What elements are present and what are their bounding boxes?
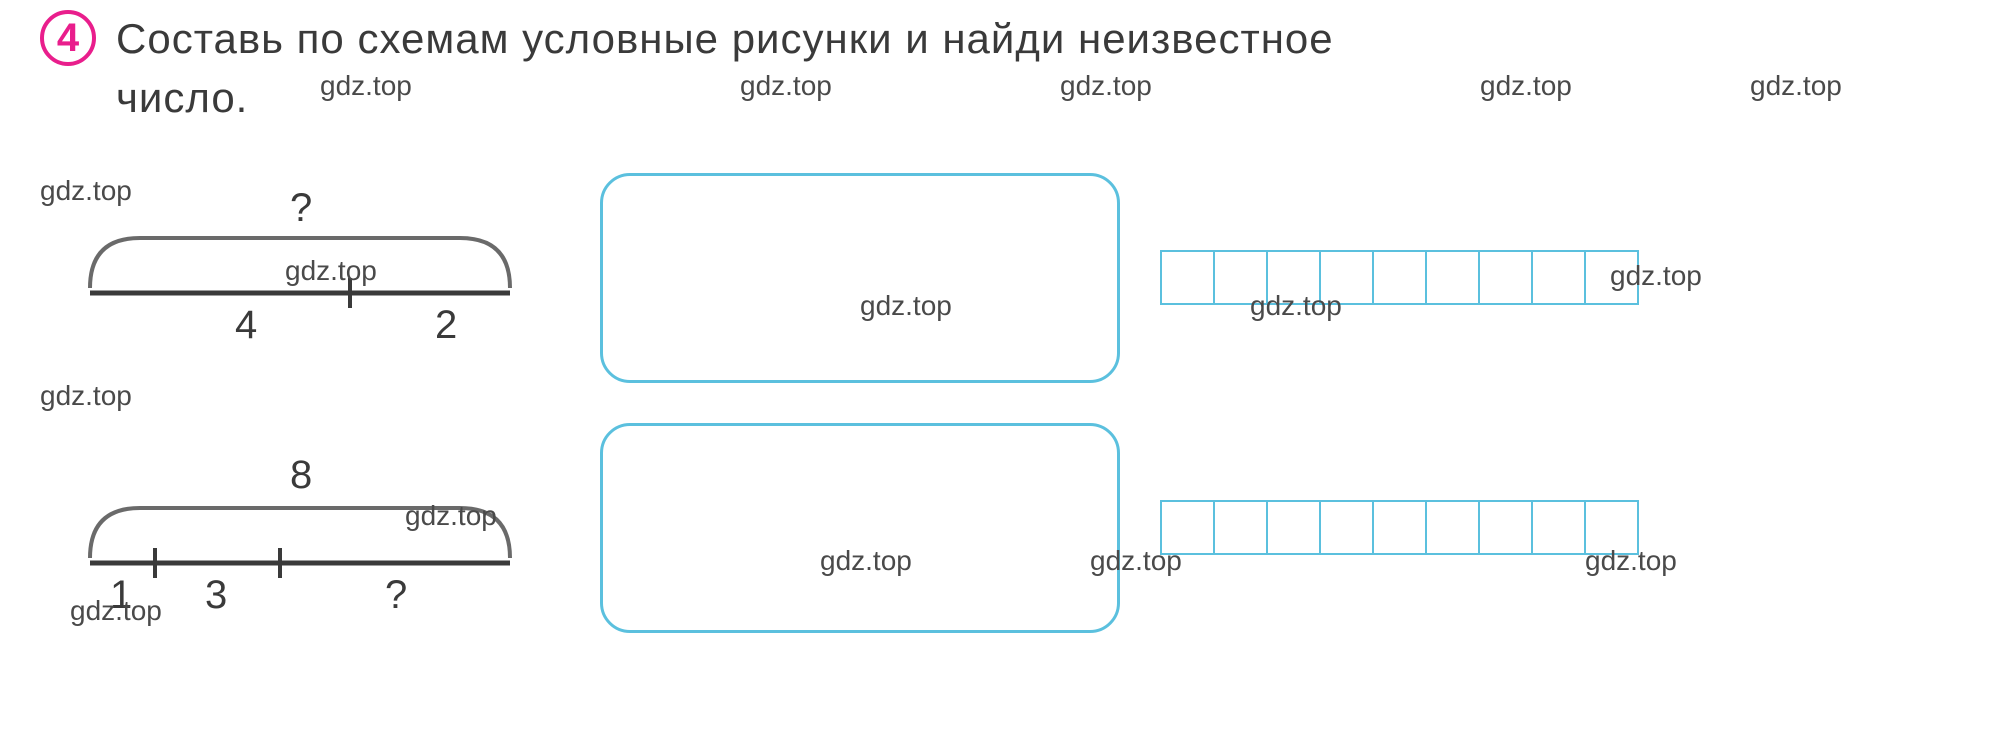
grid-cell bbox=[1319, 250, 1374, 305]
diagram2-bottom-left: 1 bbox=[110, 573, 132, 618]
diagram-1: ? 4 2 bbox=[40, 178, 560, 378]
diagram2-bottom-right: ? bbox=[385, 573, 407, 618]
grid-cell bbox=[1584, 500, 1639, 555]
problem-text: Составь по схемам условные рисунки и най… bbox=[116, 10, 1334, 128]
row-1: ? 4 2 bbox=[40, 168, 1958, 388]
problem-number-circle: 4 bbox=[40, 10, 96, 66]
grid-cell bbox=[1372, 250, 1427, 305]
grid-row-2 bbox=[1160, 500, 1639, 555]
grid-cell bbox=[1478, 250, 1533, 305]
grid-cell bbox=[1213, 250, 1268, 305]
problem-text-line2: число. bbox=[116, 74, 248, 121]
diagram1-bottom-right: 2 bbox=[435, 303, 457, 348]
grid-row-1 bbox=[1160, 250, 1639, 305]
grid-cell bbox=[1160, 250, 1215, 305]
grid-cell bbox=[1160, 500, 1215, 555]
grid-cell bbox=[1372, 500, 1427, 555]
diagram1-top-label: ? bbox=[290, 186, 312, 231]
grid-cell bbox=[1213, 500, 1268, 555]
answer-box-2 bbox=[600, 423, 1120, 633]
grid-cell bbox=[1531, 500, 1586, 555]
grid-cell bbox=[1266, 500, 1321, 555]
diagram2-bottom-mid: 3 bbox=[205, 573, 227, 618]
grid-cell bbox=[1478, 500, 1533, 555]
grid-cell bbox=[1425, 250, 1480, 305]
answer-box-1 bbox=[600, 173, 1120, 383]
problem-text-line1: Составь по схемам условные рисунки и най… bbox=[116, 15, 1334, 62]
diagram1-bottom-left: 4 bbox=[235, 303, 257, 348]
problem-number: 4 bbox=[57, 16, 79, 61]
problem-header: 4 Составь по схемам условные рисунки и н… bbox=[40, 10, 1958, 128]
grid-cell bbox=[1266, 250, 1321, 305]
diagram2-top-label: 8 bbox=[290, 453, 312, 498]
grid-cell bbox=[1531, 250, 1586, 305]
grid-cell bbox=[1584, 250, 1639, 305]
grid-cell bbox=[1319, 500, 1374, 555]
row-2: 8 1 3 ? bbox=[40, 418, 1958, 638]
grid-cell bbox=[1425, 500, 1480, 555]
diagram-2: 8 1 3 ? bbox=[40, 428, 560, 628]
arc-1 bbox=[90, 238, 510, 288]
